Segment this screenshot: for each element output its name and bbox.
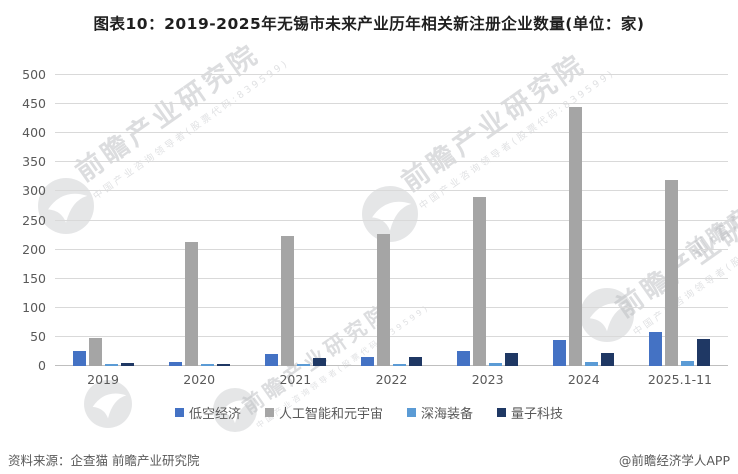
y-tick-label: 450 xyxy=(22,96,46,112)
legend-label: 低空经济 xyxy=(188,407,241,422)
y-tick-label: 400 xyxy=(22,125,46,141)
x-tick-label: 2024 xyxy=(567,372,600,387)
gridline xyxy=(55,365,728,366)
gridline xyxy=(55,306,728,308)
bar xyxy=(665,179,679,366)
legend: 低空经济 人工智能和元宇宙 深海装备 量子科技 xyxy=(0,403,738,422)
y-tick-label: 350 xyxy=(22,154,46,170)
gridline xyxy=(55,219,728,221)
gridline xyxy=(55,335,728,337)
bar xyxy=(72,350,86,366)
bar-groups xyxy=(55,75,728,366)
bar xyxy=(601,353,615,366)
bar xyxy=(649,332,663,366)
plot-area xyxy=(55,74,728,366)
legend-marker-icon xyxy=(497,408,507,417)
y-tick-label: 50 xyxy=(30,328,46,344)
bar xyxy=(585,361,599,366)
y-tick-label: 200 xyxy=(22,241,46,257)
x-tick-label: 2022 xyxy=(375,372,408,387)
bar xyxy=(457,351,471,366)
bar xyxy=(376,234,390,366)
bar xyxy=(120,363,134,366)
bar xyxy=(360,357,374,366)
x-tick-label: 2020 xyxy=(183,372,216,387)
bar xyxy=(681,361,695,366)
legend-item: 深海装备 xyxy=(407,403,473,422)
gridline xyxy=(55,132,728,134)
credit-note: @前瞻经济学人APP xyxy=(618,453,730,468)
bar xyxy=(408,357,422,366)
chart-title: 图表10：2019-2025年无锡市未来产业历年相关新注册企业数量(单位：家) xyxy=(93,15,645,33)
bar xyxy=(168,361,182,366)
source-note: 资料来源：企查猫 前瞻产业研究院 xyxy=(8,453,200,468)
x-tick-label: 2025.1-11 xyxy=(647,372,712,387)
x-tick-label: 2021 xyxy=(279,372,312,387)
gridline xyxy=(55,277,728,279)
x-axis: 2019 2020 2021 2022 2023 2024 2025.1-11 xyxy=(55,372,728,387)
gridline xyxy=(55,248,728,250)
legend-item: 人工智能和元宇宙 xyxy=(264,403,383,422)
legend-label: 人工智能和元宇宙 xyxy=(278,407,383,422)
y-tick-label: 100 xyxy=(22,299,46,315)
legend-label: 量子科技 xyxy=(511,407,564,422)
bar xyxy=(296,364,310,366)
legend-item: 量子科技 xyxy=(497,403,563,422)
bar xyxy=(473,197,487,366)
legend-marker-icon xyxy=(264,408,274,417)
bar xyxy=(280,236,294,366)
legend-item: 低空经济 xyxy=(174,403,241,422)
bar xyxy=(505,353,519,366)
x-tick-label: 2019 xyxy=(87,372,119,387)
bar xyxy=(216,364,230,366)
bar xyxy=(264,354,278,366)
bar xyxy=(312,358,326,366)
bar-group-2025.1-11 xyxy=(632,75,728,366)
bar-group-2022 xyxy=(343,75,439,366)
y-tick-label: 300 xyxy=(22,183,46,199)
legend-label: 深海装备 xyxy=(421,407,474,422)
bar xyxy=(697,339,711,366)
legend-marker-icon xyxy=(407,408,416,417)
y-tick-label: 250 xyxy=(22,212,46,228)
y-tick-label: 500 xyxy=(22,67,46,82)
bar xyxy=(489,363,503,366)
bar-group-2023 xyxy=(440,75,536,366)
x-tick-label: 2023 xyxy=(471,372,504,387)
y-tick-label: 150 xyxy=(22,270,46,286)
bar-group-2019 xyxy=(55,75,151,366)
gridline xyxy=(55,161,728,163)
bar-group-2024 xyxy=(536,75,632,366)
bar xyxy=(88,338,102,366)
bar xyxy=(184,242,198,366)
bar xyxy=(569,107,583,366)
y-tick-label: 0 xyxy=(38,358,46,373)
bar xyxy=(553,340,567,366)
bar xyxy=(200,364,214,366)
bar-group-2021 xyxy=(247,75,343,366)
gridline xyxy=(55,103,728,105)
gridline xyxy=(55,74,728,75)
gridline xyxy=(55,190,728,192)
legend-marker-icon xyxy=(174,408,184,417)
bar-group-2020 xyxy=(151,75,247,366)
bar xyxy=(104,364,118,366)
bar xyxy=(392,363,406,366)
